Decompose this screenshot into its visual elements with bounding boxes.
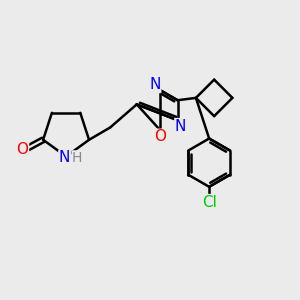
Text: Cl: Cl [202, 195, 217, 210]
Text: O: O [154, 129, 166, 144]
Text: H: H [72, 151, 83, 165]
Text: N: N [175, 118, 186, 134]
Text: N: N [149, 77, 161, 92]
Text: N: N [59, 150, 70, 165]
Text: O: O [16, 142, 28, 157]
